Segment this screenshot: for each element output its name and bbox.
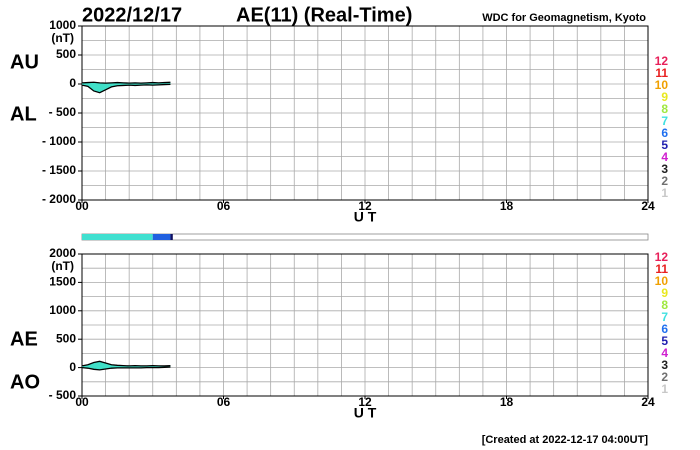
- station-legend: 1: [661, 186, 668, 200]
- station-legend: 2: [661, 174, 668, 188]
- station-bar: [152, 234, 171, 240]
- y-tick-label: - 500: [49, 105, 77, 119]
- series-label: AE: [10, 328, 38, 350]
- x-tick-label: 12: [358, 199, 372, 213]
- station-legend: 9: [661, 286, 668, 300]
- series-line: [81, 81, 171, 84]
- y-tick-label: - 2000: [42, 192, 76, 206]
- x-tick-label: 18: [500, 395, 514, 409]
- station-legend: 1: [661, 382, 668, 396]
- x-tick-label: 06: [217, 395, 231, 409]
- y-tick-label: 1000: [49, 303, 76, 317]
- title: AE(11) (Real-Time): [236, 4, 412, 26]
- station-legend: 6: [661, 322, 668, 336]
- series-label: AO: [10, 371, 40, 393]
- station-legend: 3: [661, 358, 668, 372]
- station-legend: 11: [655, 262, 668, 276]
- station-legend: 3: [661, 162, 668, 176]
- series-line: [81, 366, 171, 371]
- x-axis-label: U T: [354, 405, 377, 421]
- x-tick-label: 00: [75, 199, 89, 213]
- station-legend: 10: [655, 78, 669, 92]
- x-tick-label: 24: [641, 395, 655, 409]
- y-tick-label: 2000: [49, 246, 76, 260]
- unit-label: (nT): [51, 31, 74, 45]
- x-tick-label: 00: [75, 395, 89, 409]
- y-tick-label: 500: [56, 331, 76, 345]
- series-label: AL: [10, 103, 37, 125]
- station-legend: 11: [655, 66, 668, 80]
- y-tick-label: 0: [69, 360, 76, 374]
- station-legend: 9: [661, 90, 668, 104]
- y-tick-label: 1500: [49, 275, 76, 289]
- y-tick-label: - 1500: [42, 163, 76, 177]
- station-legend: 2: [661, 370, 668, 384]
- unit-label: (nT): [51, 259, 74, 273]
- date: 2022/12/17: [82, 4, 182, 26]
- y-tick-label: 500: [56, 47, 76, 61]
- y-tick-label: 0: [69, 76, 76, 90]
- y-tick-label: - 1000: [42, 134, 76, 148]
- station-legend: 5: [661, 334, 668, 348]
- station-bar: [82, 234, 153, 240]
- x-tick-label: 12: [358, 395, 372, 409]
- series-line: [81, 83, 171, 94]
- area-fill: [82, 361, 171, 370]
- station-legend: 12: [655, 54, 669, 68]
- station-legend: 12: [655, 250, 669, 264]
- x-axis-label: U T: [354, 209, 377, 225]
- station-legend: 7: [661, 114, 668, 128]
- y-tick-label: 1000: [49, 18, 76, 32]
- x-tick-label: 06: [217, 199, 231, 213]
- series-line: [81, 360, 171, 367]
- station-legend: 8: [661, 102, 668, 116]
- station-legend: 6: [661, 126, 668, 140]
- station-legend: 5: [661, 138, 668, 152]
- x-tick-label: 18: [500, 199, 514, 213]
- source: WDC for Geomagnetism, Kyoto: [482, 12, 646, 24]
- series-label: AU: [10, 51, 39, 73]
- station-legend: 10: [655, 274, 669, 288]
- x-tick-label: 24: [641, 199, 655, 213]
- footer: [Created at 2022-12-17 04:00UT]: [482, 434, 649, 446]
- station-bar: [170, 234, 173, 240]
- station-legend: 4: [661, 346, 668, 360]
- station-legend: 7: [661, 310, 668, 324]
- station-legend: 8: [661, 298, 668, 312]
- y-tick-label: - 500: [49, 388, 77, 402]
- station-legend: 4: [661, 150, 668, 164]
